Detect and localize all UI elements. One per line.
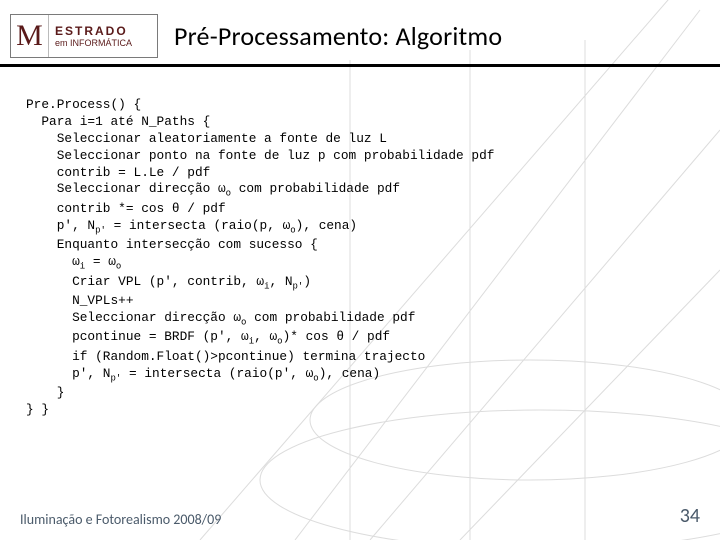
slide-title: Pré-Processamento: Algoritmo: [174, 20, 502, 52]
code-line: }: [26, 385, 64, 400]
code-line: contrib *= cos θ / pdf: [26, 201, 226, 216]
code-line: ), cena): [296, 218, 357, 233]
logo-line2: em INFORMÁTICA: [55, 38, 157, 48]
code-line: if (Random.Float()>pcontinue) termina tr…: [26, 349, 425, 364]
code-line: )* cos θ / pdf: [283, 329, 391, 344]
subscript-pprime: p': [293, 281, 304, 291]
code-line: Seleccionar direcção ω: [26, 310, 241, 325]
code-line: = ω: [85, 254, 116, 269]
code-line: Seleccionar direcção ω: [26, 181, 226, 196]
footer-course: Iluminação e Fotorealismo 2008/09: [20, 511, 221, 528]
logo-initial: M: [11, 15, 49, 57]
code-line: Criar VPL (p', contrib, ω: [26, 274, 264, 289]
code-line: contrib = L.Le / pdf: [26, 165, 210, 180]
code-line: N_VPLs++: [26, 293, 134, 308]
code-line: } }: [26, 402, 49, 417]
code-line: pcontinue = BRDF (p', ω: [26, 329, 249, 344]
pseudocode-block: Pre.Process() { Para i=1 até N_Paths { S…: [0, 67, 720, 419]
code-line: Para i=1 até N_Paths {: [26, 114, 210, 129]
slide-header: M ESTRADO em INFORMÁTICA Pré-Processamen…: [0, 0, 720, 67]
program-logo: M ESTRADO em INFORMÁTICA: [10, 14, 158, 58]
code-line: com probabilidade pdf: [246, 310, 415, 325]
slide-footer: Iluminação e Fotorealismo 2008/09 34: [20, 504, 700, 528]
code-line: Enquanto intersecção com sucesso {: [26, 237, 318, 252]
code-line: , ω: [254, 329, 277, 344]
logo-text-block: ESTRADO em INFORMÁTICA: [49, 15, 157, 57]
code-line: Seleccionar aleatoriamente a fonte de lu…: [26, 131, 387, 146]
code-line: Seleccionar ponto na fonte de luz p com …: [26, 148, 494, 163]
code-line: , N: [269, 274, 292, 289]
logo-line1: ESTRADO: [55, 24, 157, 38]
code-line: com probabilidade pdf: [231, 181, 400, 196]
code-line: ): [303, 274, 311, 289]
code-line: = intersecta (raio(p', ω: [121, 366, 313, 381]
code-line: = intersecta (raio(p, ω: [106, 218, 290, 233]
subscript-o: o: [116, 262, 121, 272]
code-line: p', N: [26, 366, 110, 381]
subscript-pprime: p': [110, 373, 121, 383]
code-line: ), cena): [319, 366, 380, 381]
code-line: p', N: [26, 218, 95, 233]
code-line: Pre.Process() {: [26, 97, 141, 112]
code-line: ω: [26, 254, 80, 269]
subscript-pprime: p': [95, 225, 106, 235]
page-number: 34: [680, 504, 700, 528]
